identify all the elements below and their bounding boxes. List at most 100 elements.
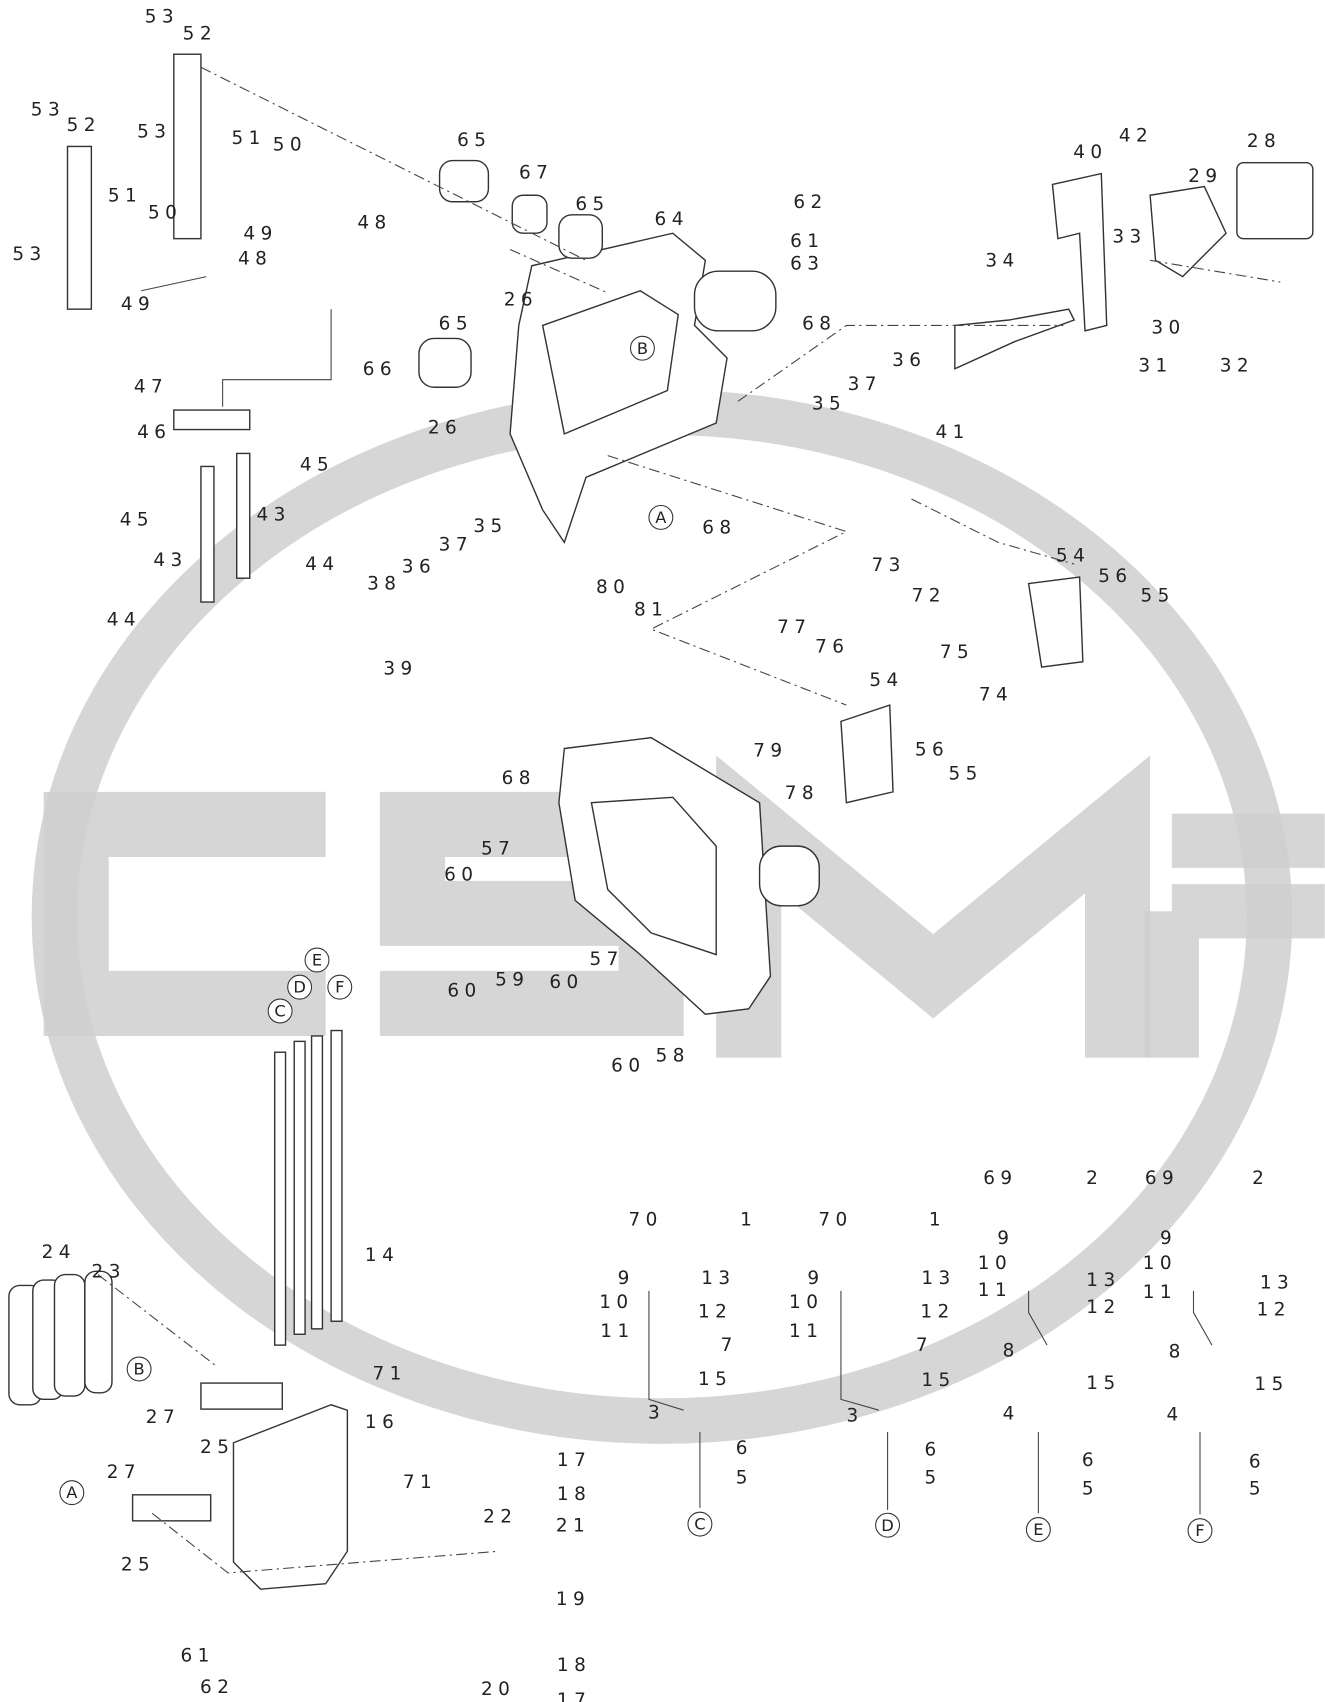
part-number: 9 (1160, 1228, 1177, 1249)
part-number: 12 (1257, 1299, 1291, 1320)
part-number: 15 (1254, 1374, 1288, 1395)
part-number: E (312, 951, 322, 970)
part-number: 17 (557, 1450, 591, 1471)
part-number: 4 (1003, 1404, 1020, 1425)
part-number: 16 (365, 1412, 399, 1433)
part-number: 7 (721, 1335, 738, 1356)
part-number: B (134, 1360, 145, 1379)
part-number: 6 (1249, 1451, 1266, 1472)
part-number: 12 (698, 1302, 732, 1323)
part-number: 13 (921, 1268, 955, 1289)
part-number: 70 (629, 1209, 663, 1230)
part-number: 62 (200, 1677, 234, 1698)
part-number: 3 (648, 1402, 665, 1423)
part-number: 20 (481, 1679, 515, 1700)
part-number: E (1033, 1520, 1043, 1539)
part-number: 48 (238, 248, 272, 269)
part-number: 71 (403, 1472, 437, 1493)
part-number: 1 (929, 1209, 946, 1230)
part-number: 35 (473, 516, 507, 537)
part-number: 65 (439, 313, 473, 334)
part-number: 30 (1151, 318, 1185, 339)
part-number: 13 (1086, 1270, 1120, 1291)
part-number: 63 (790, 254, 824, 275)
part-number: 40 (1073, 142, 1107, 163)
part-number: 15 (698, 1369, 732, 1390)
parts-diagram: 5352535253515051504948534849474645454343… (0, 0, 1325, 1702)
part-number: A (66, 1483, 77, 1502)
part-number: 5 (925, 1468, 942, 1489)
part-number: 12 (920, 1302, 954, 1323)
part-number: 51 (108, 185, 142, 206)
part-number: 53 (31, 100, 65, 121)
part-number: 75 (940, 642, 974, 663)
part-number: 37 (439, 535, 473, 556)
part-number: 43 (153, 550, 187, 571)
part-number: 58 (656, 1046, 690, 1067)
part-number: 68 (702, 517, 736, 538)
part-number: 49 (243, 223, 277, 244)
part-number: 15 (921, 1370, 955, 1391)
part-number: 2 (1086, 1168, 1103, 1189)
part-number: 71 (373, 1363, 407, 1384)
part-number: 81 (634, 600, 668, 621)
part-number: 48 (357, 212, 391, 233)
part-number: 41 (936, 422, 970, 443)
part-number: 25 (200, 1437, 234, 1458)
part-number: 52 (67, 115, 101, 136)
part-number: 8 (1169, 1342, 1186, 1363)
part-number: 6 (925, 1439, 942, 1460)
part-number: 45 (120, 510, 154, 531)
part-number: 47 (134, 376, 168, 397)
part-number: 7 (916, 1335, 933, 1356)
part-number: 5 (1249, 1478, 1266, 1499)
part-number: 56 (1098, 566, 1132, 587)
part-number: 13 (701, 1268, 735, 1289)
part-number: 36 (402, 556, 436, 577)
part-number: 5 (736, 1468, 753, 1489)
part-number: 55 (1141, 586, 1175, 607)
part-number: 65 (457, 130, 491, 151)
part-number: 57 (481, 838, 515, 859)
part-number: 61 (181, 1645, 215, 1666)
part-number: 3 (846, 1406, 863, 1427)
part-number: 46 (137, 422, 171, 443)
part-number: 54 (1056, 545, 1090, 566)
part-number: 26 (428, 417, 462, 438)
part-number: C (694, 1515, 705, 1534)
part-number: 27 (146, 1407, 180, 1428)
part-number: 27 (107, 1462, 141, 1483)
part-number: 61 (790, 231, 824, 252)
part-number: 77 (777, 617, 811, 638)
part-number: 18 (557, 1484, 591, 1505)
part-number: 8 (1003, 1341, 1020, 1362)
part-number: 36 (892, 350, 926, 371)
part-number: 2 (1252, 1168, 1269, 1189)
part-number: 12 (1086, 1297, 1120, 1318)
part-number: 37 (848, 374, 882, 395)
part-number: 14 (365, 1245, 399, 1266)
part-number: D (293, 978, 306, 997)
part-number: 19 (556, 1589, 590, 1610)
part-number: 72 (912, 586, 946, 607)
part-number: 9 (618, 1268, 635, 1289)
part-number: 53 (137, 121, 171, 142)
part-number: 43 (256, 504, 290, 525)
part-number: 66 (363, 359, 397, 380)
part-number: 21 (556, 1515, 590, 1536)
part-number: F (1195, 1521, 1204, 1540)
part-number: 53 (145, 6, 179, 27)
part-number: 11 (600, 1321, 634, 1342)
part-number: 68 (802, 313, 836, 334)
part-number: 78 (785, 783, 819, 804)
part-number: 35 (812, 394, 846, 415)
part-number: 60 (611, 1055, 645, 1076)
part-number: 55 (949, 764, 983, 785)
part-number: 50 (148, 203, 182, 224)
part-number: 64 (655, 209, 689, 230)
part-number: 11 (789, 1321, 823, 1342)
part-number: 56 (915, 740, 949, 761)
part-number: 32 (1220, 356, 1254, 377)
part-number: 10 (978, 1253, 1012, 1274)
part-number: 24 (42, 1242, 76, 1263)
